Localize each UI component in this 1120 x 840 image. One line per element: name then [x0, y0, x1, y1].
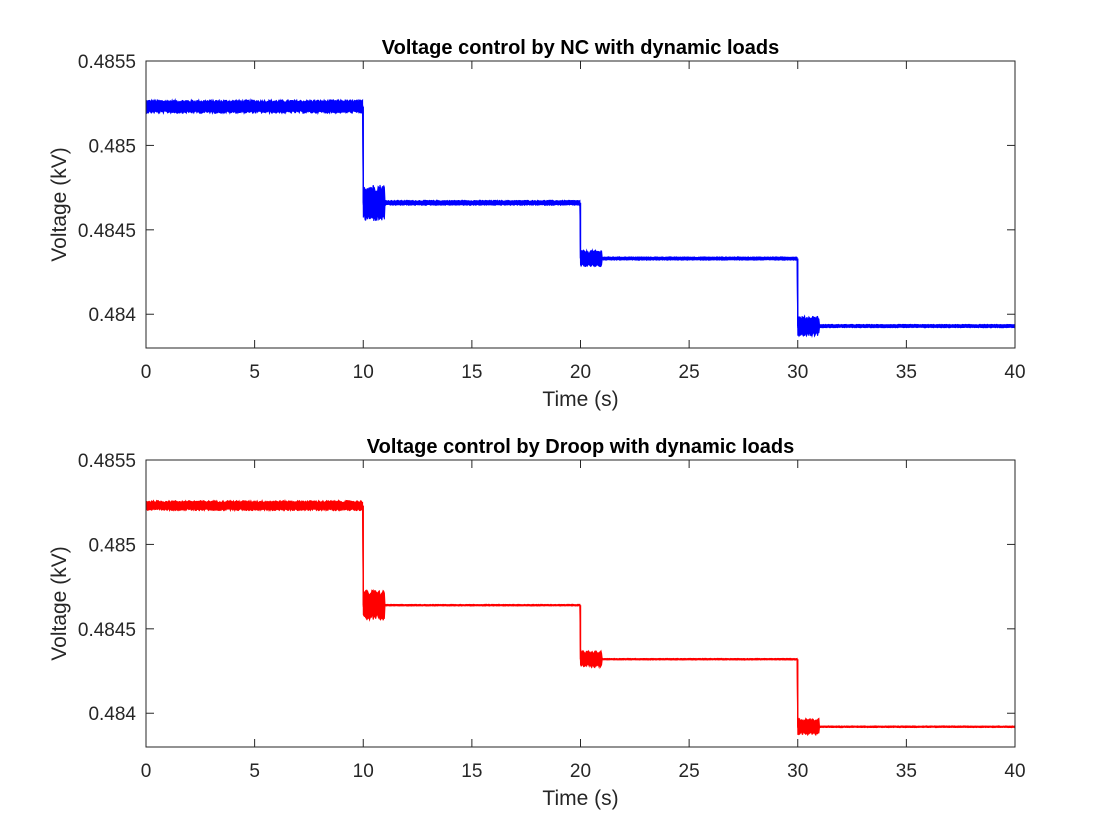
y-axis-label: Voltage (kV) — [48, 147, 71, 261]
chart-nc-voltage: Voltage control by NC with dynamic loads… — [48, 37, 1026, 411]
x-tick-label: 25 — [679, 362, 700, 383]
chart-title: Voltage control by NC with dynamic loads — [382, 37, 779, 59]
x-tick-label: 20 — [570, 761, 591, 782]
y-tick-label: 0.485 — [88, 136, 136, 157]
x-tick-label: 35 — [896, 362, 917, 383]
x-tick-label: 40 — [1004, 362, 1025, 383]
x-tick-label: 30 — [787, 362, 808, 383]
chart-title: Voltage control by Droop with dynamic lo… — [367, 436, 794, 458]
y-tick-label: 0.484 — [88, 305, 136, 326]
x-tick-label: 20 — [570, 362, 591, 383]
series-line — [145, 103, 1016, 331]
y-tick-label: 0.4845 — [78, 620, 136, 641]
x-tick-label: 30 — [787, 761, 808, 782]
y-tick-label: 0.484 — [88, 704, 136, 725]
x-tick-label: 40 — [1004, 761, 1025, 782]
x-tick-label: 15 — [461, 362, 482, 383]
x-tick-label: 10 — [353, 761, 374, 782]
chart-droop-voltage: Voltage control by Droop with dynamic lo… — [48, 436, 1026, 810]
x-axis-label: Time (s) — [542, 787, 618, 810]
series-line — [145, 503, 1015, 729]
y-tick-label: 0.485 — [88, 535, 136, 556]
x-tick-label: 0 — [141, 362, 152, 383]
x-tick-label: 25 — [679, 761, 700, 782]
x-tick-label: 15 — [461, 761, 482, 782]
x-tick-label: 5 — [249, 362, 260, 383]
x-tick-label: 0 — [141, 761, 152, 782]
x-tick-label: 5 — [249, 761, 260, 782]
x-tick-label: 35 — [896, 761, 917, 782]
y-tick-label: 0.4845 — [78, 221, 136, 242]
x-axis-label: Time (s) — [542, 388, 618, 411]
y-tick-label: 0.4855 — [78, 451, 136, 472]
y-tick-label: 0.4855 — [78, 52, 136, 73]
y-axis-label: Voltage (kV) — [48, 546, 71, 660]
x-tick-label: 10 — [353, 362, 374, 383]
